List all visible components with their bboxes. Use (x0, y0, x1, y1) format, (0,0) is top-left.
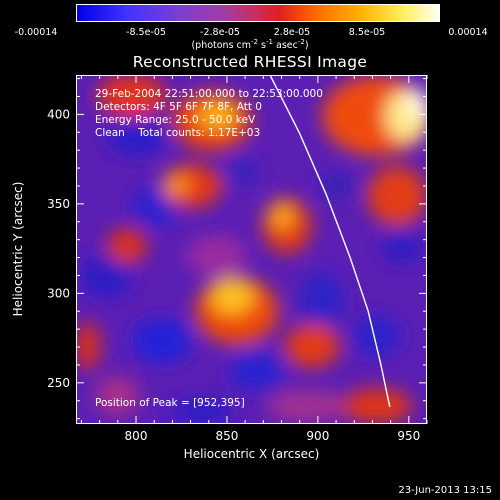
heatmap-image (77, 76, 426, 423)
info-energy-range: Energy Range: 25.0 - 50.0 keV (95, 114, 256, 126)
solar-limb-line (269, 76, 391, 408)
y-tick-label: 400 (47, 107, 70, 121)
colorbar-tick: -0.00014 (14, 27, 58, 38)
colorbar-tick: -2.8e-05 (200, 27, 240, 38)
footer-timestamp: 23-Jun-2013 13:15 (398, 485, 492, 496)
y-tick-label: 250 (47, 376, 70, 390)
info-detectors: Detectors: 4F 5F 6F 7F 8F, Att 0 (95, 101, 262, 113)
x-tick-label: 800 (125, 429, 148, 443)
colorbar-tick: 8.5e-05 (348, 27, 386, 38)
colorbar-units: (photons cm-2 s-1 asec-2) (191, 38, 309, 52)
y-axis-label: Heliocentric Y (arcsec) (11, 181, 25, 317)
colorbar-tick: -8.5e-05 (126, 27, 166, 38)
info-time-range: 29-Feb-2004 22:51:00.000 to 22:53:00.000 (95, 88, 323, 100)
info-peak-position: Position of Peak = [952,395] (95, 397, 245, 409)
image-plot-area: 29-Feb-2004 22:51:00.000 to 22:53:00.000… (76, 75, 427, 424)
x-tick-label: 950 (397, 429, 420, 443)
y-tick-label: 350 (47, 197, 70, 211)
x-axis-label: Heliocentric X (arcsec) (183, 447, 320, 461)
y-tick-label: 300 (47, 286, 70, 300)
x-tick-label: 850 (215, 429, 238, 443)
info-clean-counts: Clean Total counts: 1.17E+03 (95, 127, 261, 139)
chart-title: Reconstructed RHESSI Image (132, 53, 368, 71)
colorbar-tick: 2.8e-05 (273, 27, 311, 38)
x-tick-label: 900 (306, 429, 329, 443)
colorbar (76, 4, 440, 22)
colorbar-tick: 0.00014 (448, 27, 488, 38)
